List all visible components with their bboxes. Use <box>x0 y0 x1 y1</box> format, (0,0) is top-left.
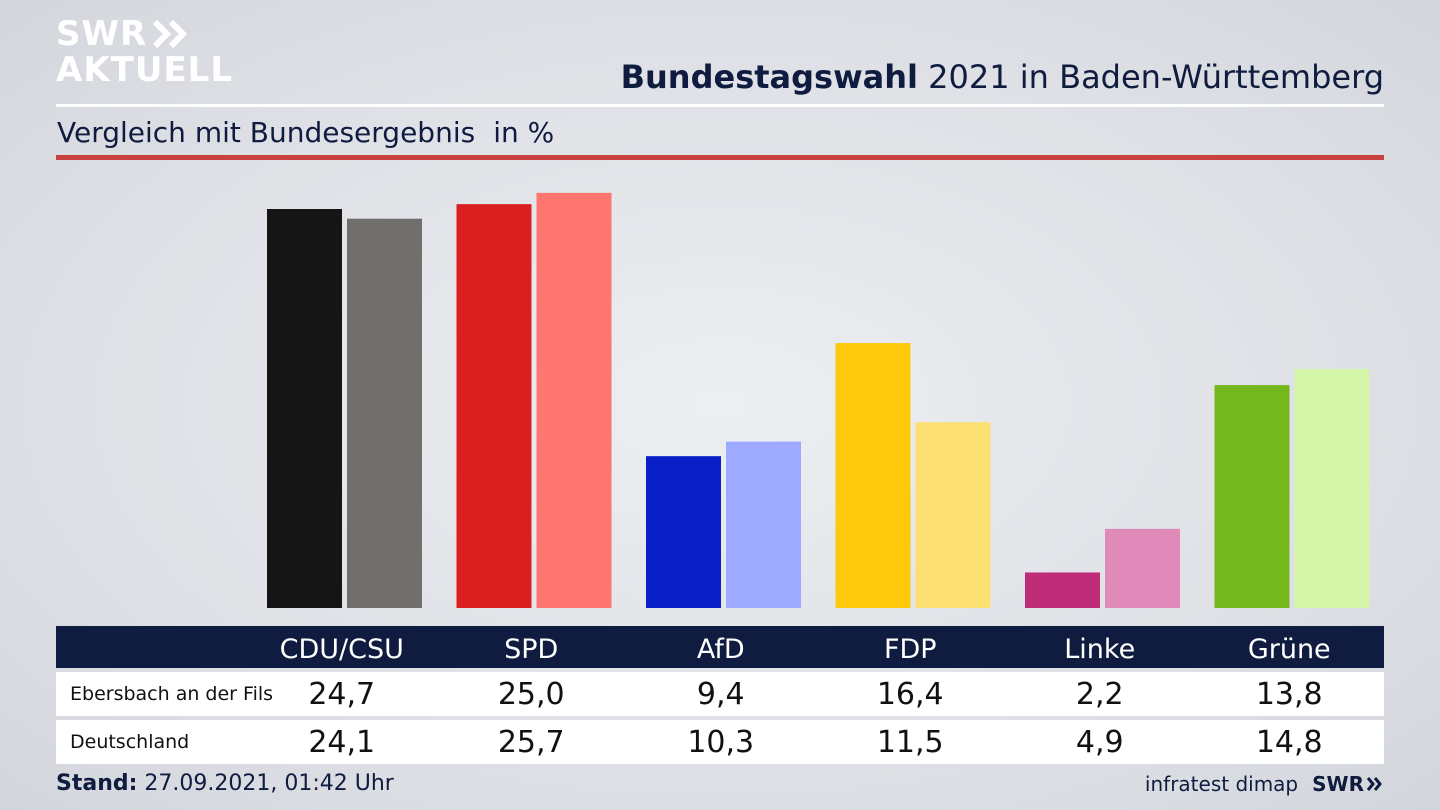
subtitle-text: Vergleich mit Bundesergebnis <box>57 116 476 149</box>
bar-gr-ne-national <box>1294 368 1370 608</box>
double-chevron-icon <box>153 19 188 49</box>
subtitle-divider <box>56 155 1384 160</box>
table-cell: 14,8 <box>1255 724 1323 760</box>
timestamp: Stand: 27.09.2021, 01:42 Uhr <box>56 771 394 796</box>
table-cell: 10,3 <box>687 724 755 760</box>
bar-afd-local <box>646 456 721 608</box>
footer-brand: SWR <box>1312 772 1364 796</box>
swr-footer-logo: SWR <box>1312 772 1384 796</box>
table-cell: 13,8 <box>1255 676 1323 712</box>
column-header: AfD <box>696 633 745 665</box>
bar-cdu-csu-local <box>267 209 342 608</box>
bar-gr-ne-local <box>1214 385 1290 608</box>
table-cell: 9,4 <box>696 676 745 712</box>
row-label: Deutschland <box>70 731 190 753</box>
column-header: FDP <box>883 633 937 665</box>
column-header: Grüne <box>1247 633 1331 665</box>
double-chevron-icon <box>1366 777 1382 791</box>
row-label: Ebersbach an der Fils <box>70 683 274 705</box>
bar-spd-local <box>456 204 532 608</box>
table-cell: 25,0 <box>497 676 565 712</box>
bar-spd-national <box>536 192 612 608</box>
bar-afd-national <box>726 441 801 608</box>
logo-line-1: SWR <box>56 14 148 54</box>
table-cell: 4,9 <box>1075 724 1124 760</box>
table-cell: 2,2 <box>1075 676 1124 712</box>
column-header: SPD <box>504 633 559 665</box>
title-bold: Bundestagswahl <box>620 58 918 96</box>
timestamp-label: Stand: <box>56 771 138 796</box>
table-row: Ebersbach an der Fils 24,7 25,0 9,4 16,4… <box>56 672 1384 716</box>
table-cell: 24,1 <box>308 724 376 760</box>
table-row: Deutschland 24,1 25,7 10,3 11,5 4,9 14,8 <box>56 720 1384 764</box>
timestamp-value: 27.09.2021, 01:42 Uhr <box>137 771 394 796</box>
bar-linke-local <box>1025 572 1100 608</box>
bar-cdu-csu-national <box>347 218 422 608</box>
title-rest: 2021 in Baden-Württemberg <box>917 58 1384 96</box>
column-header: Linke <box>1064 633 1136 665</box>
table-cell: 24,7 <box>308 676 376 712</box>
bar-fdp-national <box>915 422 991 608</box>
bar-fdp-local <box>835 343 911 608</box>
title-divider <box>56 104 1384 107</box>
table-cell: 11,5 <box>876 724 944 760</box>
subtitle-unit: in % <box>493 116 555 149</box>
swr-aktuell-logo: SWR AKTUELL <box>56 16 233 88</box>
chart-subtitle: Vergleich mit Bundesergebnis in % <box>57 116 554 149</box>
logo-line-2: AKTUELL <box>56 50 234 90</box>
results-table: CDU/CSU SPD AfD FDP Linke Grüne Ebersbac… <box>56 626 1384 764</box>
table-cell: 16,4 <box>876 676 944 712</box>
source-credit: infratest dimap SWR <box>1145 772 1384 796</box>
page-title: Bundestagswahl 2021 in Baden-Württemberg <box>621 58 1384 96</box>
table-header-row: CDU/CSU SPD AfD FDP Linke Grüne <box>56 626 1384 668</box>
table-cell: 25,7 <box>497 724 565 760</box>
column-header: CDU/CSU <box>279 633 404 665</box>
source-label: infratest dimap <box>1144 772 1299 796</box>
bar-linke-national <box>1105 528 1180 608</box>
